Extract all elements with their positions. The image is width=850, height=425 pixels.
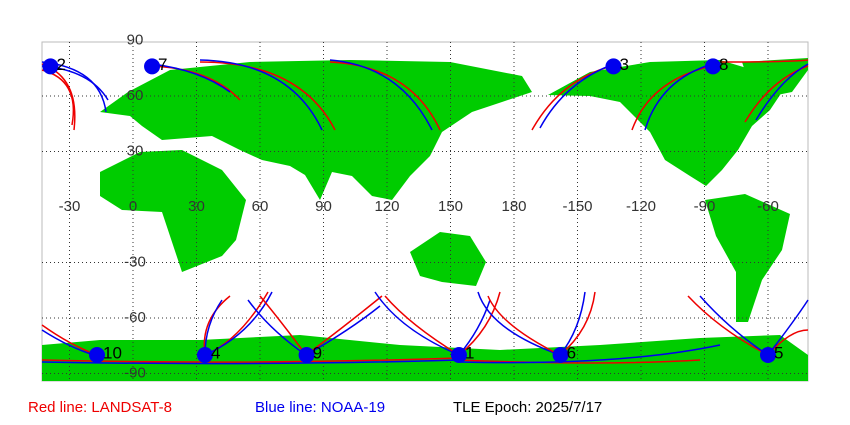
track: [374, 291, 460, 356]
track: [149, 65, 241, 101]
satellite-marker: [605, 58, 622, 75]
eurasia: [100, 60, 532, 200]
track: [719, 59, 809, 63]
track: [755, 63, 809, 121]
satellite-marker: [450, 347, 467, 363]
track: [487, 295, 561, 356]
track: [305, 305, 381, 356]
lon-label: 60: [252, 198, 269, 215]
track: [699, 295, 769, 356]
track: [199, 59, 323, 131]
track: [41, 359, 460, 365]
marker-label: 8: [719, 55, 728, 74]
satellite-marker: [704, 58, 721, 75]
marker-label: 6: [567, 343, 576, 362]
epoch: TLE Epoch: 2025/7/17: [453, 399, 602, 416]
marker-label: 9: [313, 343, 322, 362]
track: [687, 295, 769, 356]
track: [458, 344, 721, 364]
satellite-marker: [42, 58, 59, 75]
marker-label: 2: [56, 55, 65, 74]
track: [329, 61, 441, 131]
satellite-marker: [144, 58, 161, 75]
australia: [410, 232, 486, 286]
south-america: [705, 194, 790, 322]
track: [305, 295, 383, 356]
lat-label: -30: [124, 253, 146, 270]
antarctica: [42, 335, 808, 381]
satellite-marker: [89, 347, 106, 363]
track: [477, 291, 561, 356]
lon-label: 90: [315, 198, 332, 215]
track: [458, 359, 701, 364]
marker-label: 5: [774, 343, 783, 362]
satellite-markers: 1 2 3 4 5 6 7 8 9 10: [42, 55, 783, 363]
lon-label: -120: [626, 198, 656, 215]
satellite-marker: [760, 347, 776, 363]
satellite-marker: [196, 347, 213, 363]
legend-red: Red line: LANDSAT-8: [28, 399, 172, 416]
north-america: [548, 60, 782, 186]
legend-blue: Blue line: NOAA-19: [255, 399, 385, 416]
satellite-marker: [552, 347, 569, 363]
marker-label: 1: [465, 343, 474, 362]
satellite-marker: [298, 347, 315, 363]
graticule: -30 0 30 60 90 120 150 180 -150 -120 -90 -60 90 60 30 -…: [42, 31, 808, 381]
track: [539, 63, 615, 129]
lat-label: -90: [124, 364, 146, 381]
track: [151, 63, 231, 93]
lon-label: 0: [129, 198, 137, 215]
track: [644, 63, 713, 131]
track: [204, 291, 273, 356]
africa: [100, 150, 246, 272]
lon-label: 180: [501, 198, 526, 215]
track: [247, 299, 307, 356]
track: [384, 295, 460, 356]
lon-label: -150: [562, 198, 592, 215]
track: [329, 59, 433, 131]
track: [199, 61, 336, 131]
lat-label: -60: [124, 309, 146, 326]
track: [259, 295, 307, 356]
lon-label: 120: [374, 198, 399, 215]
lon-label: -60: [757, 198, 779, 215]
lon-label: -30: [59, 198, 81, 215]
lon-label: -90: [694, 198, 716, 215]
marker-label: 7: [158, 55, 167, 74]
lat-label: 90: [127, 31, 144, 48]
greenland: [742, 58, 808, 98]
marker-label: 10: [103, 343, 122, 362]
continents: [42, 58, 808, 381]
lat-label: 30: [127, 142, 144, 159]
lon-label: 150: [438, 198, 463, 215]
lon-label: 30: [188, 198, 205, 215]
lat-label: 60: [127, 87, 144, 104]
marker-label: 3: [619, 55, 628, 74]
marker-label: 4: [211, 343, 220, 362]
